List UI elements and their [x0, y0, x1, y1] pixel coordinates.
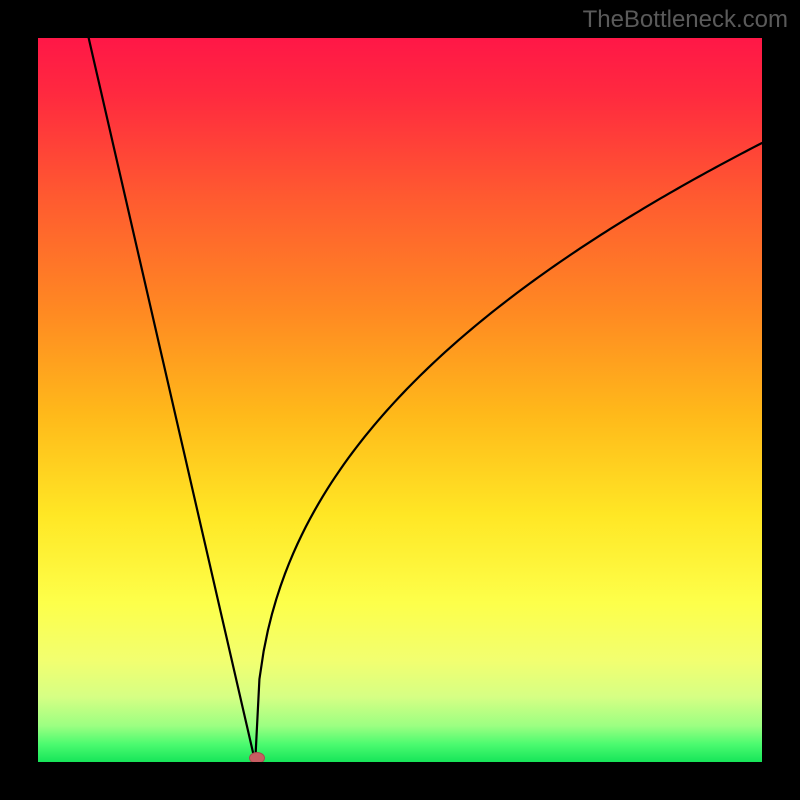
- curve-path: [89, 38, 762, 762]
- plot-area: [38, 38, 762, 762]
- watermark-text: TheBottleneck.com: [583, 6, 788, 34]
- vertex-marker: [249, 752, 265, 762]
- bottleneck-curve: [38, 38, 762, 762]
- chart-container: TheBottleneck.com: [0, 0, 800, 800]
